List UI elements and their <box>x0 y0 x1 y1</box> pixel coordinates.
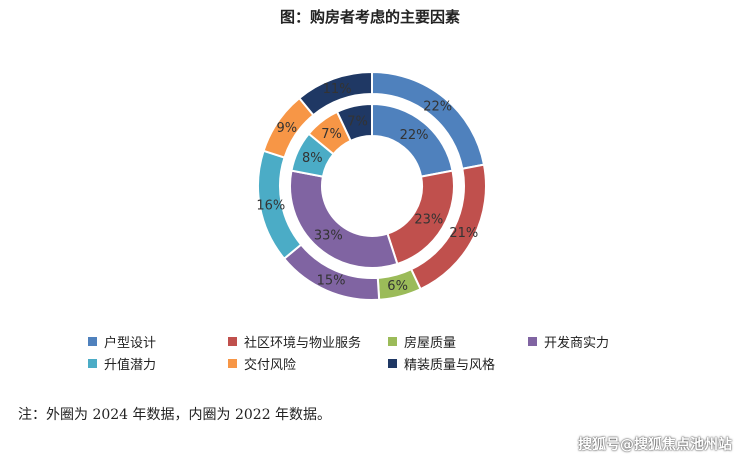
inner-data-label-7: 7% <box>347 115 368 130</box>
outer-data-label-5: 16% <box>256 198 285 213</box>
outer-slice-7 <box>297 70 373 117</box>
footnote: 注：外圈为 2024 年数据，内圈为 2022 年数据。 <box>18 407 332 423</box>
legend-label: 开发商实力 <box>544 336 610 351</box>
inner-slice-7 <box>335 102 373 143</box>
legend-item-3: 房屋质量 <box>388 332 456 351</box>
data-labels: 22% 21% 6% 15% 16% 9% 11% 22% 23% 33% 8% 7% 7% <box>256 82 478 294</box>
legend-item-7: 精装质量与风格 <box>388 354 495 373</box>
chart-title: 图：购房者考虑的主要因素 <box>279 8 460 26</box>
outer-ring <box>257 70 487 301</box>
inner-data-label-1: 22% <box>400 128 429 143</box>
inner-ring <box>289 102 455 269</box>
inner-data-label-4: 33% <box>314 229 343 244</box>
legend-swatch <box>528 337 537 346</box>
legend-item-6: 交付风险 <box>228 354 296 373</box>
outer-data-label-1: 22% <box>423 100 452 115</box>
outer-data-label-7: 11% <box>323 82 352 97</box>
legend-swatch <box>88 359 97 368</box>
inner-data-label-6: 7% <box>321 127 342 142</box>
legend-item-4: 开发商实力 <box>528 332 609 351</box>
donut-chart: 22% 21% 6% 15% 16% 9% 11% 22% 23% 33% 8% 7% 7% <box>256 70 487 301</box>
outer-data-label-4: 15% <box>317 274 346 289</box>
outer-data-label-2: 21% <box>449 226 478 241</box>
outer-data-label-6: 9% <box>276 121 297 136</box>
legend-label: 升值潜力 <box>104 358 157 373</box>
legend-swatch <box>388 337 397 346</box>
inner-data-label-2: 23% <box>414 213 443 228</box>
legend-swatch <box>228 337 237 346</box>
legend-label: 户型设计 <box>104 336 157 351</box>
inner-data-label-5: 8% <box>302 151 323 166</box>
outer-data-label-3: 6% <box>387 279 408 294</box>
legend-label: 精装质量与风格 <box>404 358 496 373</box>
watermark: 搜狐号@搜狐焦点池州站 <box>578 437 732 453</box>
legend-swatch <box>388 359 397 368</box>
legend-label: 房屋质量 <box>404 336 457 351</box>
legend-label: 交付风险 <box>244 358 297 373</box>
legend-item-1: 户型设计 <box>88 332 156 351</box>
legend-item-2: 社区环境与物业服务 <box>228 332 361 351</box>
legend-swatch <box>228 359 237 368</box>
legend-item-5: 升值潜力 <box>88 354 156 373</box>
inner-slice-4 <box>289 169 399 269</box>
legend-label: 社区环境与物业服务 <box>244 336 362 351</box>
legend-swatch <box>88 337 97 346</box>
